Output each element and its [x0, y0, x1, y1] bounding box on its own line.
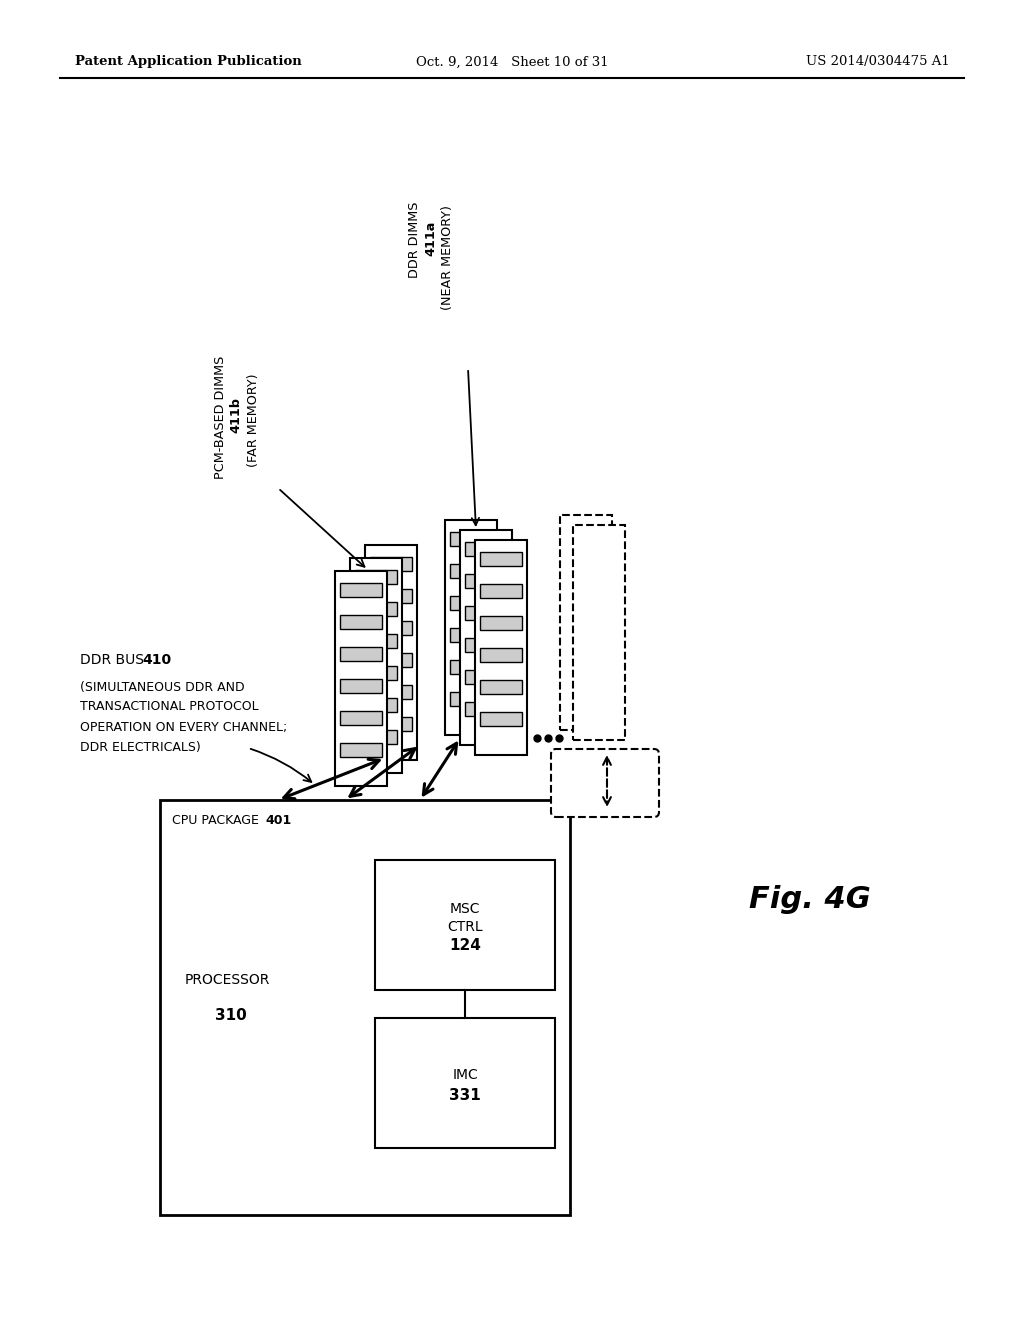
Text: 331: 331	[450, 1088, 481, 1102]
Text: IMC: IMC	[453, 1068, 478, 1082]
Bar	[450, 532, 492, 546]
Bar	[475, 540, 527, 755]
Bar	[560, 515, 612, 730]
Text: DDR DIMMS: DDR DIMMS	[409, 198, 422, 279]
Text: Patent Application Publication: Patent Application Publication	[75, 55, 302, 69]
Bar	[355, 667, 397, 680]
Text: OPERATION ON EVERY CHANNEL;: OPERATION ON EVERY CHANNEL;	[80, 721, 288, 734]
Text: 310: 310	[215, 1007, 247, 1023]
Text: (SIMULTANEOUS DDR AND: (SIMULTANEOUS DDR AND	[80, 681, 245, 693]
Bar	[355, 634, 397, 648]
Bar	[340, 678, 382, 693]
Text: Oct. 9, 2014   Sheet 10 of 31: Oct. 9, 2014 Sheet 10 of 31	[416, 55, 608, 69]
Bar	[370, 557, 412, 572]
Bar	[573, 525, 625, 741]
Text: TRANSACTIONAL PROTOCOL: TRANSACTIONAL PROTOCOL	[80, 701, 259, 714]
Bar	[480, 552, 522, 566]
Text: (NEAR MEMORY): (NEAR MEMORY)	[440, 206, 454, 310]
Bar	[480, 711, 522, 726]
Bar	[465, 671, 507, 684]
Bar	[340, 583, 382, 597]
Bar	[370, 653, 412, 667]
Text: CPU PACKAGE: CPU PACKAGE	[172, 813, 263, 826]
Bar	[480, 583, 522, 598]
Text: DDR ELECTRICALS): DDR ELECTRICALS)	[80, 741, 201, 754]
Bar	[350, 558, 402, 774]
Bar	[370, 717, 412, 731]
Text: Fig. 4G: Fig. 4G	[750, 886, 870, 915]
Bar	[480, 616, 522, 630]
Bar	[375, 1018, 555, 1148]
Bar	[450, 597, 492, 610]
Text: US 2014/0304475 A1: US 2014/0304475 A1	[806, 55, 950, 69]
Bar	[370, 620, 412, 635]
Text: PCM-BASED DIMMS: PCM-BASED DIMMS	[213, 351, 226, 479]
Bar	[340, 743, 382, 756]
Text: 410: 410	[142, 653, 171, 667]
Text: 411b: 411b	[229, 397, 243, 433]
Bar	[355, 570, 397, 583]
Bar	[445, 520, 497, 735]
Bar	[335, 572, 387, 785]
Text: 401: 401	[265, 813, 291, 826]
Text: CTRL: CTRL	[447, 920, 482, 935]
Bar	[340, 711, 382, 725]
Text: 411a: 411a	[425, 220, 437, 256]
Bar	[480, 648, 522, 663]
FancyBboxPatch shape	[551, 748, 659, 817]
Bar	[355, 730, 397, 744]
Text: PROCESSOR: PROCESSOR	[185, 973, 270, 987]
Text: DDR BUS: DDR BUS	[80, 653, 148, 667]
Bar	[465, 574, 507, 587]
Bar	[365, 545, 417, 760]
Bar	[355, 698, 397, 711]
Bar	[370, 685, 412, 700]
Bar	[340, 615, 382, 630]
Bar	[465, 702, 507, 715]
Text: 124: 124	[450, 937, 481, 953]
Bar	[370, 589, 412, 603]
Text: (FAR MEMORY): (FAR MEMORY)	[247, 374, 259, 467]
Bar	[160, 800, 570, 1214]
Text: MSC: MSC	[450, 902, 480, 916]
Bar	[465, 606, 507, 620]
Bar	[340, 647, 382, 661]
Bar	[450, 660, 492, 675]
Bar	[450, 692, 492, 706]
Bar	[375, 861, 555, 990]
Bar	[460, 531, 512, 744]
Bar	[465, 638, 507, 652]
Bar	[355, 602, 397, 616]
Bar	[450, 628, 492, 642]
Bar	[450, 564, 492, 578]
Bar	[480, 680, 522, 694]
Bar	[465, 543, 507, 556]
